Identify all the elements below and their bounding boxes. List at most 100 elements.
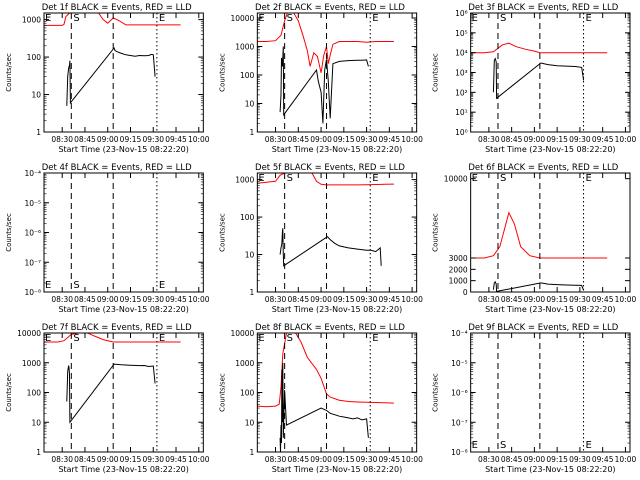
- x-tick-label: 10:00: [401, 295, 423, 304]
- y-tick-label: 1: [36, 128, 41, 137]
- chart-title: Det 3f BLACK = Events, RED = LLD: [468, 3, 618, 13]
- x-axis-label: Start Time (23-Nov-15 08:22:20): [272, 145, 402, 154]
- y-tick-label: 10⁰: [455, 128, 468, 137]
- y-tick-label: 10⁻⁸: [24, 288, 41, 297]
- y-axis-label: Counts/sec: [5, 213, 13, 252]
- y-tick-label: 3000: [449, 254, 468, 263]
- plot-frame: [256, 172, 418, 293]
- x-tick-label: 08:45: [501, 135, 523, 144]
- x-axis-label: Start Time (23-Nov-15 08:22:20): [485, 465, 615, 474]
- y-tick-label: 2000: [449, 265, 468, 274]
- plot-frame: [470, 172, 631, 293]
- x-tick-label: 08:45: [74, 455, 96, 464]
- y-axis-label: Counts/sec: [218, 213, 226, 252]
- x-tick-label: 09:45: [379, 135, 401, 144]
- y-tick-label: 1000: [22, 359, 41, 368]
- x-tick-label: 09:45: [592, 455, 614, 464]
- series-lld-line: [44, 13, 181, 26]
- x-axis-label: Start Time (23-Nov-15 08:22:20): [58, 305, 188, 314]
- y-axis-label: Counts/sec: [218, 53, 226, 92]
- x-tick-label: 09:45: [165, 455, 187, 464]
- x-tick-label: 09:30: [356, 135, 378, 144]
- chart-title: Det 1f BLACK = Events, RED = LLD: [42, 3, 192, 13]
- x-tick-label: 08:30: [51, 455, 73, 464]
- marker-label-e: E: [159, 280, 165, 291]
- x-tick-label: 09:30: [142, 455, 164, 464]
- chart-panel-9: Det 9f BLACK = Events, RED = LLD E S E 10⁻⁸ 1…: [432, 323, 637, 474]
- x-axis-label: Start Time (23-Nov-15 08:22:20): [272, 465, 402, 474]
- marker-label-e-left: E: [258, 333, 264, 344]
- y-tick-label: 100: [240, 213, 255, 222]
- y-tick-label: 1000: [235, 176, 254, 185]
- y-tick-label: 10: [245, 418, 255, 427]
- y-tick-label: 100: [27, 53, 42, 62]
- x-tick-label: 10:00: [615, 295, 637, 304]
- y-tick-label: 10⁻⁷: [24, 258, 41, 267]
- chart-title: Det 7f BLACK = Events, RED = LLD: [42, 323, 192, 333]
- chart-panel-4: Det 4f BLACK = Events, RED = LLD E S E 10⁻⁸ 1…: [5, 163, 210, 314]
- marker-label-e: E: [372, 13, 378, 24]
- x-tick-label: 09:15: [546, 455, 568, 464]
- x-tick-label: 08:30: [478, 295, 500, 304]
- series-events-line: [492, 280, 585, 292]
- x-tick-label: 10:00: [188, 295, 210, 304]
- series-events-line: [279, 228, 382, 267]
- y-tick-label: 100: [240, 71, 255, 80]
- x-tick-label: 08:30: [265, 455, 287, 464]
- series-events-line: [279, 46, 369, 124]
- chart-panel-2: Det 2f BLACK = Events, RED = LLDESE11010…: [218, 3, 423, 154]
- marker-label-s: S: [73, 333, 79, 344]
- x-tick-label: 09:30: [142, 135, 164, 144]
- y-tick-label: 10: [245, 100, 255, 109]
- y-tick-label: 10: [31, 91, 41, 100]
- x-tick-label: 09:15: [120, 295, 142, 304]
- y-tick-label: 10: [31, 418, 41, 427]
- y-tick-label: 10000: [230, 14, 254, 23]
- series-events-line: [492, 57, 585, 100]
- y-tick-label: 10⁶: [455, 9, 468, 18]
- x-tick-label: 08:30: [51, 135, 73, 144]
- y-tick-label: 1: [36, 448, 41, 457]
- marker-label-s: S: [73, 13, 79, 24]
- y-tick-label: 10⁻⁵: [451, 359, 468, 368]
- x-tick-label: 09:15: [546, 135, 568, 144]
- chart-title: Det 6f BLACK = Events, RED = LLD: [468, 163, 618, 173]
- x-tick-label: 09:30: [569, 295, 591, 304]
- x-tick-label: 09:00: [310, 135, 332, 144]
- y-axis-label: Counts/sec: [218, 373, 226, 412]
- y-tick-label: 10⁻⁸: [451, 448, 468, 457]
- y-axis-label: Counts/sec: [432, 213, 440, 252]
- x-tick-label: 08:45: [501, 295, 523, 304]
- marker-label-s: S: [287, 13, 293, 24]
- x-tick-label: 10:00: [615, 135, 637, 144]
- y-axis-label: Counts/sec: [5, 53, 13, 92]
- x-tick-label: 10:00: [615, 455, 637, 464]
- y-tick-label: 10⁻⁶: [24, 229, 41, 238]
- x-tick-label: 09:00: [524, 135, 546, 144]
- marker-label-s: S: [500, 440, 506, 451]
- x-tick-label: 10:00: [401, 135, 423, 144]
- x-tick-label: 09:15: [120, 135, 142, 144]
- marker-label-e-left: E: [472, 13, 478, 24]
- x-axis-label: Start Time (23-Nov-15 08:22:20): [272, 305, 402, 314]
- series-lld-line: [470, 42, 608, 54]
- plot-frame: [43, 172, 204, 293]
- x-tick-label: 08:45: [287, 295, 309, 304]
- series-events-line: [66, 46, 156, 106]
- marker-label-e: E: [372, 333, 378, 344]
- y-tick-label: 1000: [235, 359, 254, 368]
- marker-label-s: S: [287, 333, 293, 344]
- series-lld-line: [257, 333, 394, 408]
- series-lld-line: [257, 173, 394, 186]
- series-events-line: [279, 362, 369, 452]
- x-tick-label: 10:00: [188, 455, 210, 464]
- y-tick-label: 10⁻⁵: [24, 199, 41, 208]
- marker-label-e: E: [586, 440, 592, 451]
- plot-frame: [256, 12, 418, 133]
- chart-title: Det 4f BLACK = Events, RED = LLD: [42, 163, 192, 173]
- x-tick-label: 08:30: [478, 135, 500, 144]
- y-tick-label: 10⁻⁶: [451, 389, 468, 398]
